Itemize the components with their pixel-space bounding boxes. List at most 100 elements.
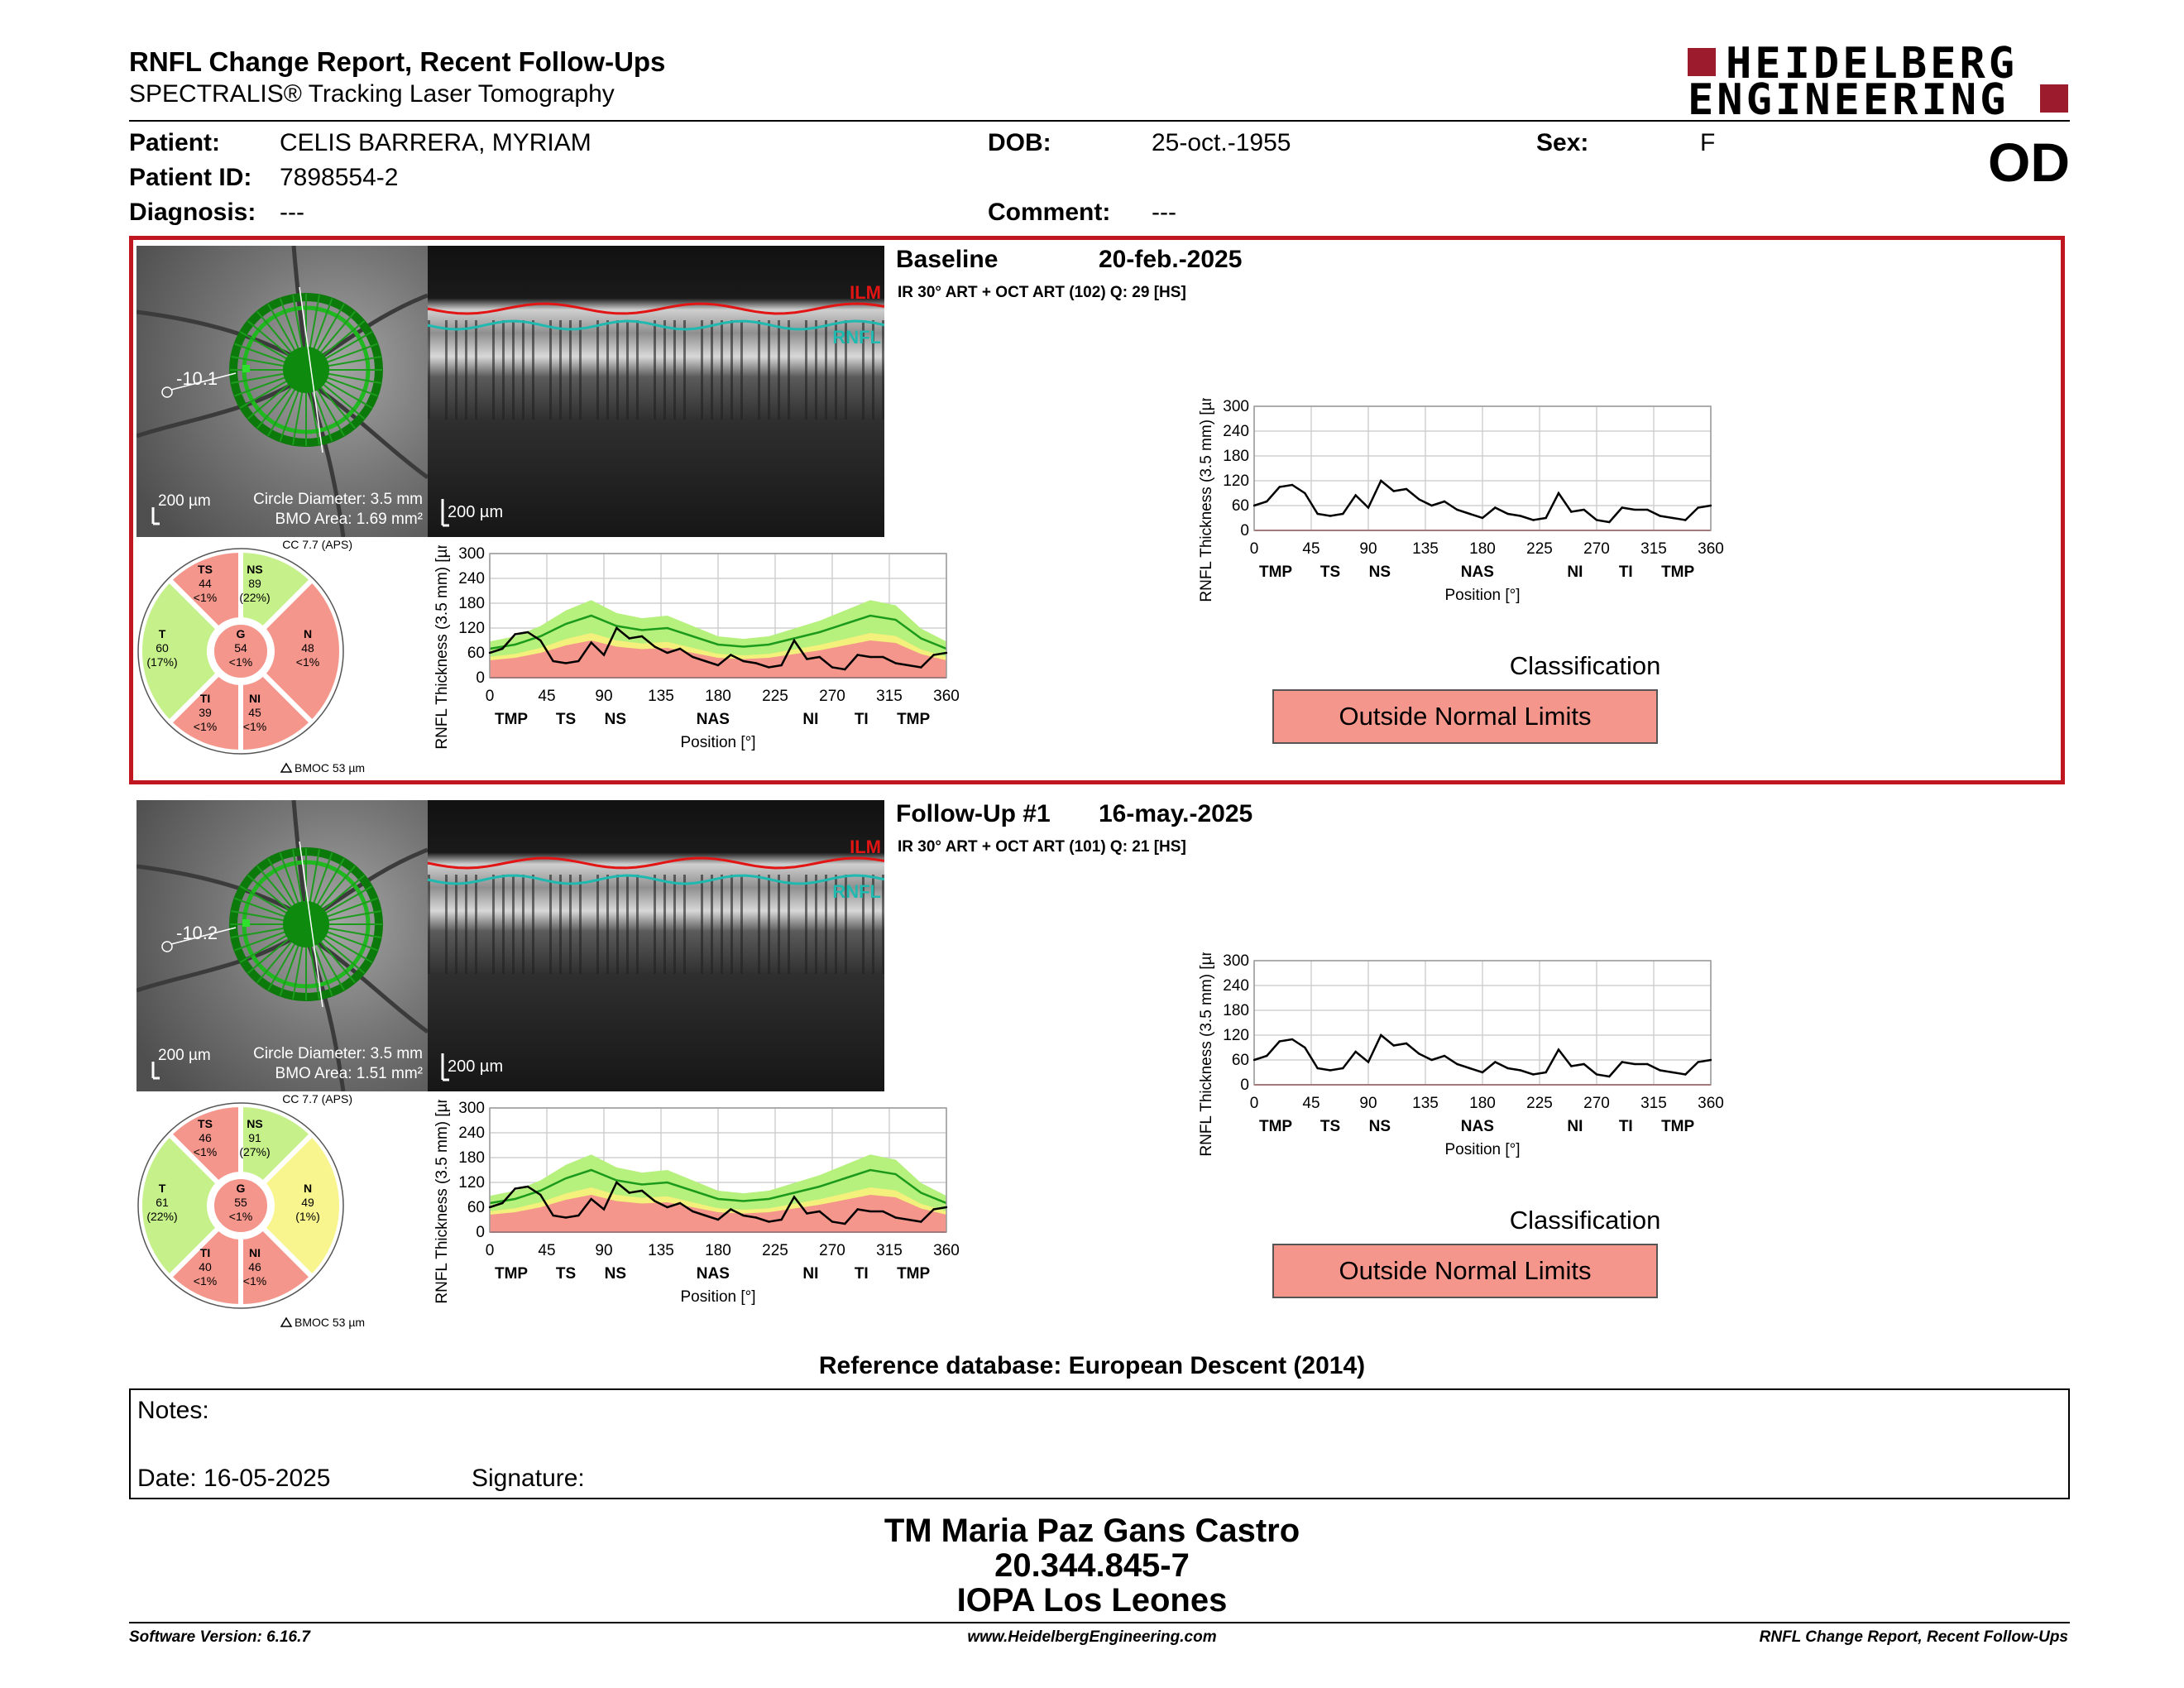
diagnosis-label: Diagnosis: [129,199,256,226]
sector-t-pct: (17%) [146,655,177,669]
x-tick-label: 225 [762,1242,788,1259]
thickness-point [1659,515,1661,517]
report-title: RNFL Change Report, Recent Follow-Ups [129,46,666,77]
thickness-point [488,651,491,655]
thickness-point [1697,1061,1699,1063]
thickness-point [793,1196,796,1198]
sector-g-pct: <1% [229,1210,252,1223]
sector-ni-value: 46 [248,1260,261,1273]
sector-ti-name: TI [200,692,210,705]
dob-label: DOB: [988,129,1051,156]
thickness-point [577,1214,580,1217]
thickness-point [526,1185,529,1188]
thickness-point [488,1206,491,1209]
thickness-point [1557,492,1560,495]
x-tick-label: 270 [1583,540,1610,558]
exam-heading: Follow-Up #1 [896,800,1051,827]
thickness-point [754,1216,758,1219]
sector-axis-label: NI [1567,563,1583,581]
sector-axis-label: NS [605,1265,626,1283]
thickness-point [1316,1067,1319,1070]
sector-axis-label: NI [802,711,818,728]
exam-scan-info: IR 30° ART + OCT ART (101) Q: 21 [HS] [898,838,1186,856]
sector-axis-label: TS [556,711,576,728]
sector-n [259,1130,344,1281]
thickness-point [1646,508,1649,511]
thickness-point [742,659,745,663]
thickness-point [1506,512,1509,516]
sector-t [137,576,223,727]
thickness-point [514,633,516,635]
x-tick-label: 45 [538,688,555,705]
sector-ts [165,547,243,633]
sector-axis-label: TMP [897,711,930,728]
thickness-point [1671,516,1674,520]
y-tick-label: 300 [1223,398,1249,415]
thickness-point [1304,1046,1306,1049]
y-axis-label: RNFL Thickness (3.5 mm) [µm] [433,1100,451,1304]
thickness-point [831,1220,834,1223]
thickness-point [1304,492,1306,495]
thickness-point [1621,1061,1623,1063]
fundus-image: -10.1 200 µm Circle Diameter: 3.5 mm BMO Ar… [136,246,428,537]
x-tick-label: 45 [1302,1095,1320,1112]
notes-date: Date: 16-05-2025 [137,1465,331,1492]
sector-n-value: 49 [301,1196,314,1209]
y-tick-label: 180 [1223,1002,1249,1019]
thickness-point [1684,1073,1687,1076]
sector-t-value: 60 [156,641,169,655]
y-tick-label: 120 [458,620,485,637]
sector-chart: CC 7.7 (APS) TS 44 <1% NS 89 (22%) T 60 (17%) G 54 <… [129,537,377,777]
y-tick-label: 240 [1223,423,1249,440]
y-tick-label: 300 [1223,952,1249,970]
thickness-point [1621,506,1623,509]
sector-axis-label: TMP [1661,1118,1694,1135]
website-link[interactable]: www.HeidelbergEngineering.com [967,1628,1217,1646]
thickness-point [1329,1069,1332,1072]
sector-ns-pct: (27%) [239,1145,270,1158]
x-tick-label: 225 [1526,1095,1553,1112]
sector-g-value: 54 [234,641,247,655]
thickness-point [501,647,504,650]
x-axis-label: Position [°] [680,734,755,751]
sector-axis-label: NAS [697,711,730,728]
thickness-point [1266,1054,1268,1057]
thickness-point [1494,1061,1497,1063]
y-tick-label: 180 [458,1149,485,1167]
thickness-point [907,664,910,667]
thickness-point [1481,516,1484,520]
y-tick-label: 60 [1232,1052,1249,1069]
sector-ns [238,1101,316,1187]
thickness-point [1468,512,1471,516]
thickness-point [780,664,783,667]
thickness-profile-chart: 0 60 120 180 240 300 0 45 90 135 180 225 270 315 360 TM… [1188,384,1744,630]
eye-indicator: OD [1988,132,2070,193]
thickness-point [869,1210,872,1213]
sector-g [211,1176,271,1235]
x-tick-label: 0 [1250,1095,1259,1112]
thickness-point [1532,1073,1535,1076]
sector-t [137,1130,223,1281]
sector-t-name: T [159,1182,166,1195]
thickness-point [1532,519,1535,521]
thickness-point [1380,1033,1382,1037]
thickness-point [1519,515,1522,517]
fundus-measure-value: -10.2 [176,923,218,943]
classification-label: Classification [1509,1206,1661,1235]
thickness-point [1392,1044,1395,1047]
sector-ts-pct: <1% [194,591,217,604]
comment-label: Comment: [988,199,1111,226]
sector-ni-pct: <1% [243,1274,266,1288]
bmo-area: BMO Area: 1.51 mm² [275,1065,423,1082]
y-tick-label: 0 [1240,1077,1249,1094]
oct-bscan-image: ILM RNFL 200 µm [428,800,884,1091]
software-version: Software Version: 6.16.7 [129,1628,310,1646]
thickness-point [1557,1048,1560,1051]
sector-g [211,621,271,681]
sector-n-name: N [304,1182,312,1195]
thickness-point [1354,494,1357,496]
y-tick-label: 240 [1223,977,1249,995]
thickness-point [920,1220,922,1223]
sector-t-name: T [159,627,166,640]
thickness-point [1405,1042,1408,1045]
